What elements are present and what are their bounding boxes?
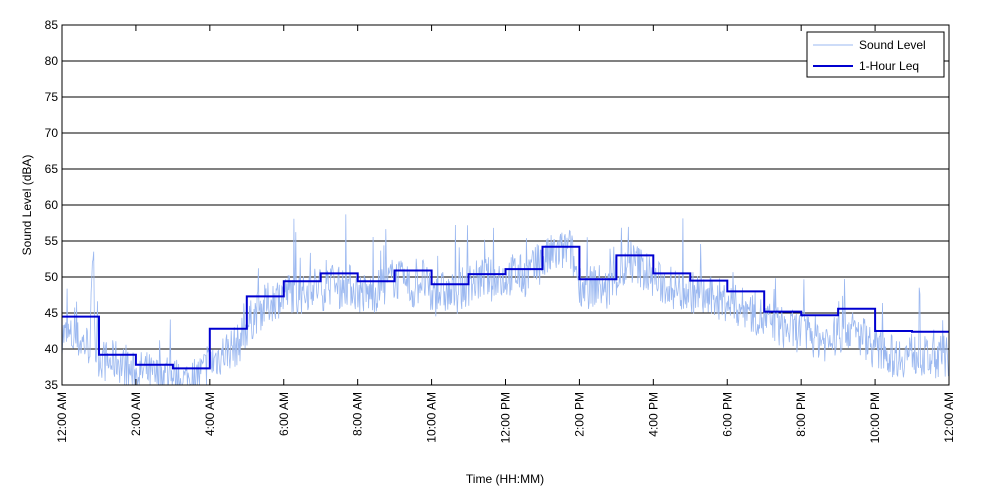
y-axis-label: Sound Level (dBA) (20, 155, 34, 256)
x-tick-label: 4:00 AM (203, 392, 217, 436)
y-tick-label: 70 (45, 126, 59, 140)
x-tick-label: 2:00 AM (129, 392, 143, 436)
x-tick-label: 10:00 AM (425, 392, 439, 443)
x-tick-label: 4:00 PM (646, 392, 660, 437)
y-axis-ticks: 35 40 45 50 55 60 65 70 75 80 85 (45, 18, 59, 392)
y-tick-label: 75 (45, 90, 59, 104)
y-tick-label: 45 (45, 306, 59, 320)
y-tick-label: 80 (45, 54, 59, 68)
x-tick-label: 10:00 PM (868, 392, 882, 443)
x-tick-label: 12:00 AM (942, 392, 956, 443)
y-tick-label: 40 (45, 342, 59, 356)
y-tick-label: 35 (45, 378, 59, 392)
x-tick-label: 8:00 PM (794, 392, 808, 437)
x-tick-label: 2:00 PM (572, 392, 586, 437)
x-tick-label: 12:00 AM (55, 392, 69, 443)
x-tick-label: 6:00 PM (720, 392, 734, 437)
x-tick-label: 8:00 AM (351, 392, 365, 436)
legend-label-sound-level: Sound Level (859, 38, 926, 52)
x-tick-label: 12:00 PM (499, 392, 513, 443)
legend-box (806, 31, 945, 78)
x-axis-ticks: 12:00 AM 2:00 AM 4:00 AM 6:00 AM 8:00 AM 10:0… (55, 25, 956, 443)
series-layer (61, 214, 950, 386)
y-tick-label: 65 (45, 162, 59, 176)
x-tick-label: 6:00 AM (277, 392, 291, 436)
legend-label-1-hour-leq: 1-Hour Leq (859, 59, 919, 73)
legend: Sound Level 1-Hour Leq (806, 31, 945, 78)
x-axis-label: Time (HH:MM) (466, 472, 544, 486)
y-tick-label: 55 (45, 234, 59, 248)
series-1-hour-leq (62, 245, 949, 370)
y-tick-label: 60 (45, 198, 59, 212)
y-tick-label: 50 (45, 270, 59, 284)
y-tick-label: 85 (45, 18, 59, 32)
